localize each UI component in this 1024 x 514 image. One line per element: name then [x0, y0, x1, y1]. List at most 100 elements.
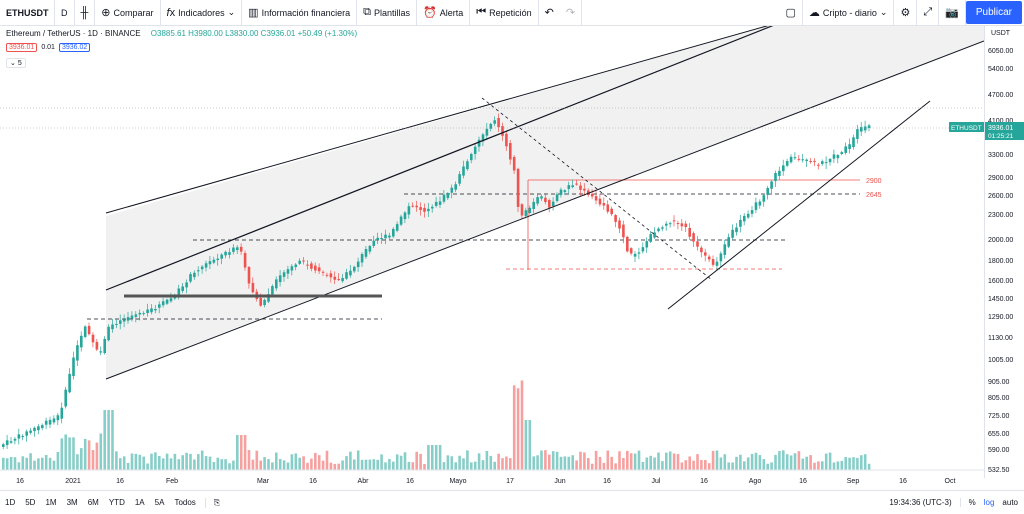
settings-button[interactable]: ⚙	[894, 0, 918, 25]
redo-button[interactable]: ↷	[560, 0, 583, 25]
fullscreen-toggle[interactable]: ▢	[779, 0, 803, 25]
candle-body	[146, 309, 149, 314]
candle-body	[29, 430, 32, 433]
candle-body	[345, 272, 348, 279]
percent-toggle[interactable]: %	[959, 498, 976, 507]
diagonal-dashed-line	[481, 97, 713, 281]
volume-bar	[715, 450, 719, 470]
volume-bar	[368, 459, 372, 470]
timeframe-6m[interactable]: 6M	[87, 498, 99, 507]
timeframe-all[interactable]: Todos	[174, 498, 196, 507]
volume-bar	[142, 456, 145, 470]
timeframe-1d[interactable]: 1D	[5, 498, 16, 507]
volume-bar	[867, 463, 871, 470]
candle-body	[711, 259, 715, 265]
layout-button[interactable]: ☁ Cripto - diario ⌄	[803, 0, 895, 25]
price-tick: 4100.00	[988, 118, 1013, 125]
price-tick: 1130.00	[988, 335, 1013, 342]
templates-button[interactable]: ⧉ Plantillas	[357, 0, 418, 25]
timeframe-1a[interactable]: 1A	[134, 498, 145, 507]
ask-price[interactable]: 3936.02	[58, 43, 91, 52]
candle-body	[477, 139, 481, 147]
volume-bar	[852, 457, 855, 470]
volume-bar	[208, 456, 212, 470]
volume-bar	[353, 459, 356, 470]
volume-bar	[138, 454, 142, 470]
candle-body	[119, 320, 122, 324]
time-tick: Mar	[257, 478, 270, 485]
candle-body	[797, 158, 801, 160]
volume-bar	[801, 458, 805, 470]
indicators-collapse[interactable]: ⌄ 5	[6, 58, 26, 68]
time-tick: 16	[603, 478, 611, 485]
indicators-button[interactable]: fx Indicadores ⌄	[161, 0, 243, 25]
interval-button[interactable]: D	[55, 0, 75, 25]
timeframe-ytd[interactable]: YTD	[108, 498, 125, 507]
volume-bar	[275, 452, 278, 470]
volume-bar	[438, 445, 442, 470]
timeframe-3m[interactable]: 3M	[66, 498, 78, 507]
clock[interactable]: 19:34:36 (UTC-3)	[889, 498, 952, 507]
bid-price[interactable]: 3936.01	[6, 43, 38, 52]
date-range-icon[interactable]: ⎘	[204, 497, 225, 508]
expand-button[interactable]: ⤢	[917, 0, 940, 25]
volume-bar	[629, 453, 633, 470]
candle-body	[314, 265, 317, 271]
volume-bar	[384, 462, 387, 470]
candle-body	[844, 146, 847, 153]
candle-body	[64, 389, 67, 407]
volume-bar	[817, 461, 820, 470]
volume-bar	[181, 455, 184, 470]
volume-bar	[466, 450, 469, 470]
price-tick: 805.00	[988, 395, 1010, 402]
volume-bar	[548, 454, 551, 470]
snapshot-button[interactable]: 📷	[939, 0, 966, 25]
compare-label: Comparar	[113, 7, 154, 18]
volume-bar	[665, 452, 668, 470]
candle-body	[337, 279, 340, 281]
candle-body	[731, 229, 734, 238]
timeframe-1m[interactable]: 1M	[45, 498, 57, 507]
alert-button[interactable]: ⏰ Alerta	[417, 0, 471, 25]
candle-body	[388, 235, 391, 238]
candle-body	[302, 260, 305, 262]
candle-body	[80, 335, 83, 348]
volume-bar	[766, 463, 769, 470]
price-tick: 4700.00	[988, 92, 1013, 99]
symbol-search[interactable]: ETHUSDT	[0, 0, 55, 25]
volume-bar	[431, 445, 434, 470]
chart-canvas[interactable]: 2900 2645 16 2021 16 Feb Mar 16 Abr 16 Mayo 17 Jun…	[0, 26, 984, 488]
candle-body	[395, 224, 399, 231]
log-toggle[interactable]: log	[983, 498, 995, 507]
volume-bar	[684, 460, 688, 470]
financials-button[interactable]: ▥ Información financiera	[242, 0, 358, 25]
undo-button[interactable]: ↶	[539, 0, 560, 25]
volume-bar	[758, 455, 762, 470]
volume-bar	[286, 462, 290, 470]
time-tick: 16	[799, 478, 807, 485]
compare-button[interactable]: ⊕ Comparar	[95, 0, 161, 25]
publish-button[interactable]: Publicar	[965, 1, 1022, 24]
volume-bar	[587, 458, 590, 470]
chart-type-button[interactable]: ╫	[75, 0, 96, 25]
volume-bar	[637, 450, 641, 470]
candle-body	[516, 168, 520, 207]
timeframe-5d[interactable]: 5D	[25, 498, 36, 507]
candle-body	[743, 215, 746, 222]
volume-bar	[524, 420, 528, 470]
candle-body	[126, 317, 130, 321]
replay-button[interactable]: ⏮ Repetición	[470, 0, 539, 25]
symbol-legend: Ethereum / TetherUS · 1D · BINANCE O3885…	[6, 29, 357, 38]
candle-body	[103, 338, 106, 354]
volume-bar	[189, 453, 192, 470]
volume-bar	[158, 456, 161, 470]
price-axis[interactable]: USDT 6050.00 5400.00 4700.00 4100.00 3300.00 2…	[984, 26, 1024, 478]
auto-toggle[interactable]: auto	[1002, 498, 1018, 507]
timeframe-5a[interactable]: 5A	[154, 498, 165, 507]
candle-body	[563, 190, 567, 193]
candle-body	[497, 118, 500, 128]
candle-body	[216, 258, 220, 261]
candle-body	[657, 228, 660, 232]
candle-body	[680, 223, 684, 227]
candle-body	[450, 187, 454, 193]
